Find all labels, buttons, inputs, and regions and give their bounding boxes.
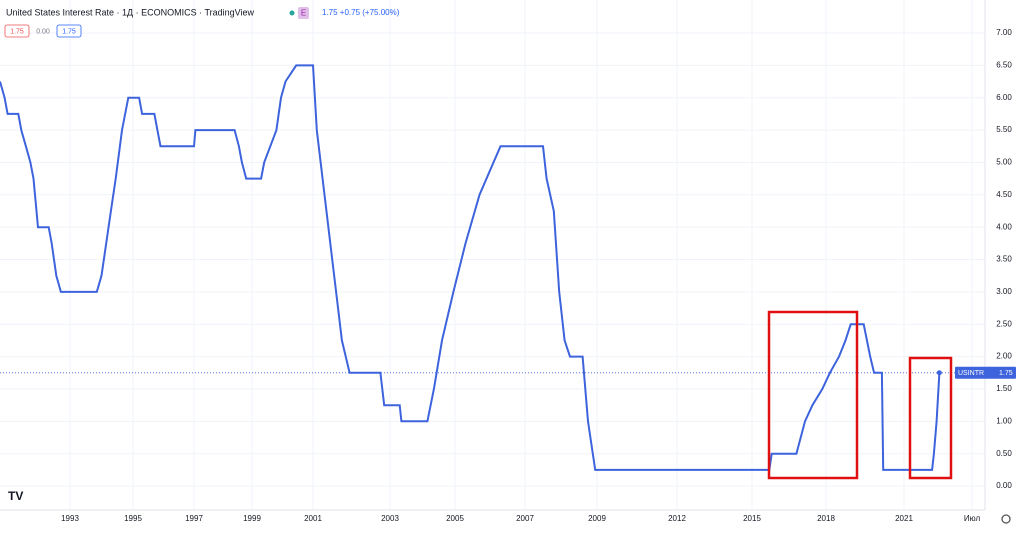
x-tick-label: 2015 bbox=[743, 514, 761, 523]
x-tick-label: 2001 bbox=[304, 514, 322, 523]
price-tag bbox=[955, 366, 1016, 379]
last-point bbox=[936, 370, 942, 376]
header-value: 1.75 bbox=[62, 28, 76, 35]
y-tick-label: 1.50 bbox=[996, 384, 1012, 393]
status-dot bbox=[289, 10, 295, 16]
y-tick-label: 6.00 bbox=[996, 93, 1012, 102]
change: 1.75 +0.75 (+75.00%) bbox=[322, 8, 400, 17]
y-tick-label: 5.00 bbox=[996, 158, 1012, 167]
y-tick-label: 4.00 bbox=[996, 222, 1012, 231]
x-tick-label: 2005 bbox=[446, 514, 464, 523]
y-tick-label: 4.50 bbox=[996, 190, 1012, 199]
y-tick-label: 1.00 bbox=[996, 416, 1012, 425]
plot bbox=[0, 64, 985, 471]
x-tick-label: 2012 bbox=[668, 514, 686, 523]
y-tick-label: 5.50 bbox=[996, 125, 1012, 134]
x-tick-label: 2009 bbox=[588, 514, 606, 523]
value-box bbox=[56, 24, 82, 38]
grid bbox=[0, 0, 985, 510]
x-tick-label: 2007 bbox=[516, 514, 534, 523]
highlight-box bbox=[767, 310, 859, 480]
y-tick-label: 2.50 bbox=[996, 319, 1012, 328]
x-tick-label: 1999 bbox=[243, 514, 261, 523]
x-tick-label: 1995 bbox=[124, 514, 142, 523]
y-tick-label: 0.50 bbox=[996, 449, 1012, 458]
header-value: 1.75 bbox=[10, 28, 24, 35]
x-tick-label: 2021 bbox=[895, 514, 913, 523]
value-box bbox=[4, 24, 30, 38]
x-tick-label: 1993 bbox=[61, 514, 79, 523]
series-line bbox=[0, 64, 941, 471]
y-tick-label: 3.00 bbox=[996, 287, 1012, 296]
highlight-box bbox=[908, 356, 953, 480]
x-tick-label: 2003 bbox=[381, 514, 399, 523]
last-value-label: 1.75 bbox=[999, 370, 1013, 377]
x-tick-label: Июл bbox=[964, 514, 981, 523]
y-tick-label: 2.00 bbox=[996, 352, 1012, 361]
logo: TV bbox=[8, 489, 23, 503]
y-tick-label: 7.00 bbox=[996, 28, 1012, 37]
x-tick-label: 2018 bbox=[817, 514, 835, 523]
header-value: 0.00 bbox=[36, 28, 50, 35]
settings-icon[interactable] bbox=[1001, 514, 1011, 524]
series-name: USINTR bbox=[958, 370, 984, 377]
chart-title: United States Interest Rate · 1Д · ECONO… bbox=[6, 7, 255, 17]
y-tick-label: 0.00 bbox=[996, 481, 1012, 490]
y-tick-label: 3.50 bbox=[996, 255, 1012, 264]
badge-box bbox=[298, 7, 309, 19]
x-tick-label: 1997 bbox=[185, 514, 203, 523]
y-tick-label: 6.50 bbox=[996, 60, 1012, 69]
badge: E bbox=[301, 9, 306, 18]
